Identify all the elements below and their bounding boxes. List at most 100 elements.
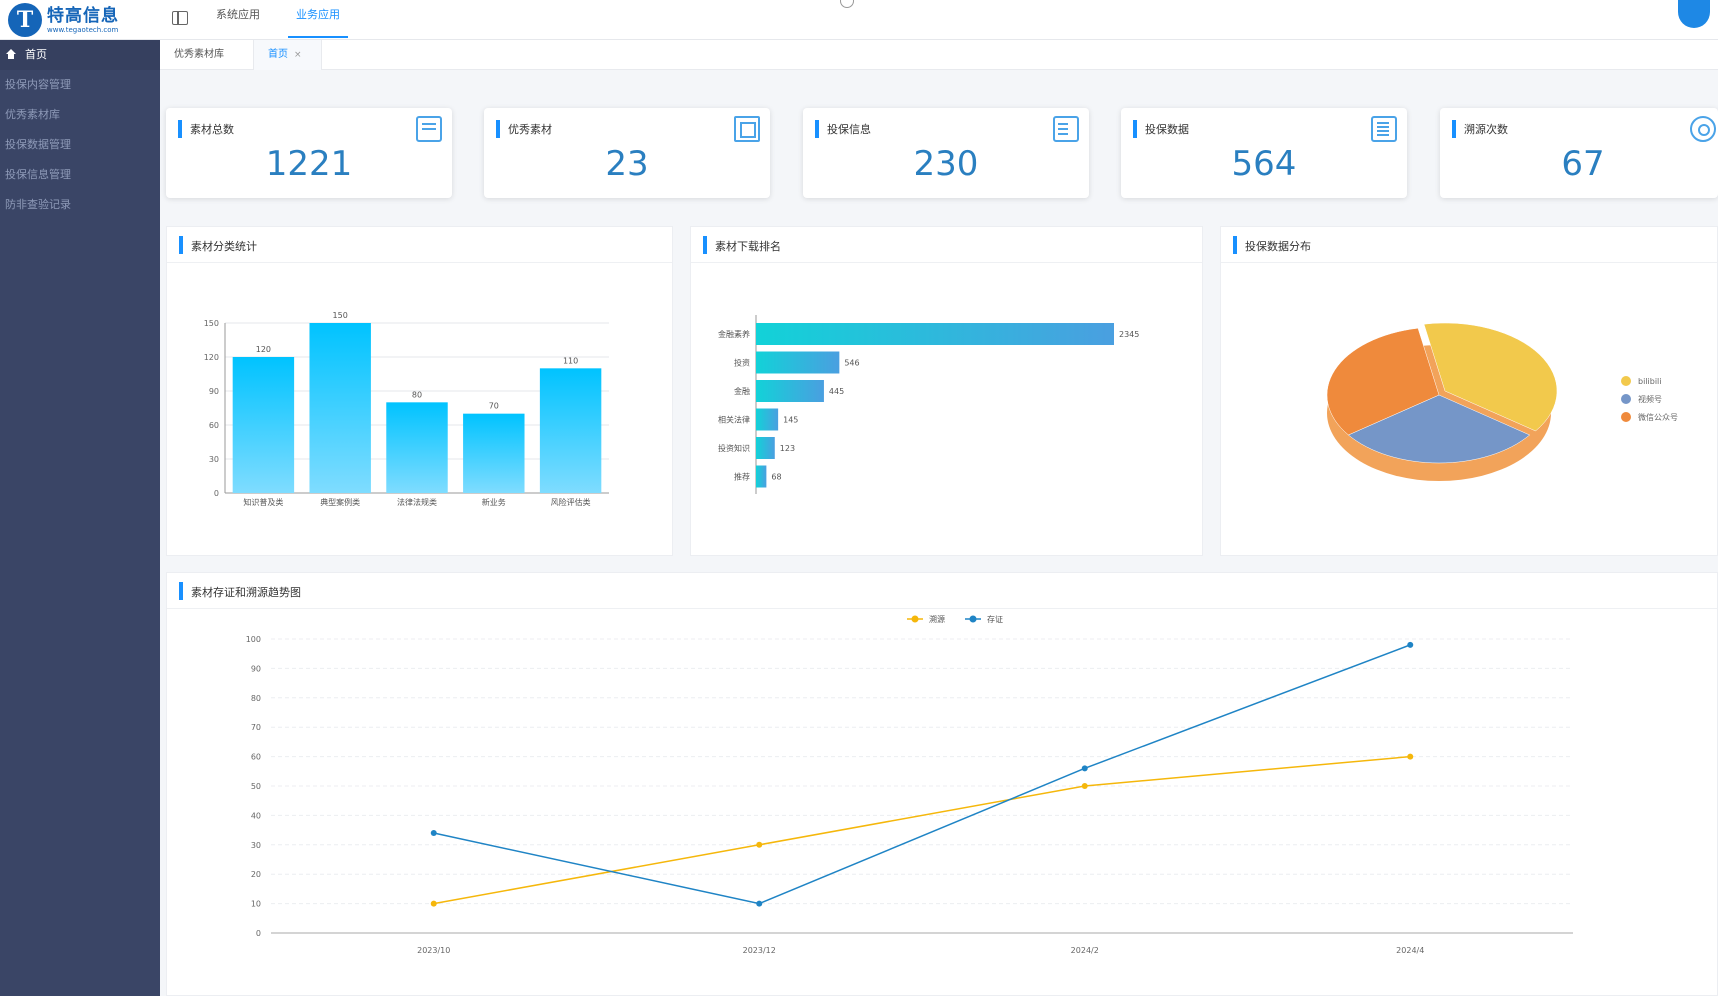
y-tick-label: 100 bbox=[246, 635, 261, 644]
sidebar-item-info-management[interactable]: 投保信息管理 bbox=[5, 168, 71, 181]
panel-category-stats: 素材分类统计 0 30 60 90 120 150 120 知识普及类 150 典型案例类 80 法律… bbox=[166, 226, 673, 556]
stat-value: 564 bbox=[1231, 144, 1297, 184]
close-icon[interactable]: × bbox=[294, 50, 302, 60]
y-tick-label: 相关法律 bbox=[718, 415, 750, 425]
legend-label: 视频号 bbox=[1638, 394, 1662, 404]
bar-value-label: 445 bbox=[829, 387, 844, 396]
download-ranking-chart: 金融素养 2345 投资 546 金融 445 相关法律 145 投资知识 123 推荐 68 bbox=[718, 315, 1139, 494]
sidebar-item-label: 首页 bbox=[25, 48, 47, 61]
search-icon[interactable] bbox=[1690, 116, 1716, 142]
sidebar-item-excellent-library[interactable]: 优秀素材库 bbox=[5, 108, 60, 121]
y-tick-label: 40 bbox=[251, 811, 261, 820]
panel-title: 素材下载排名 bbox=[715, 240, 781, 253]
sidebar-item-home[interactable]: 首页 bbox=[0, 40, 160, 70]
tab-excellent-library[interactable]: 优秀素材库 bbox=[160, 40, 254, 70]
legend-marker bbox=[969, 615, 977, 623]
stat-card-excellent-materials: 优秀素材 23 bbox=[484, 108, 770, 198]
bar-value-label: 2345 bbox=[1119, 330, 1139, 339]
top-nav-business-apps[interactable]: 业务应用 bbox=[288, 0, 348, 38]
category-bar-chart: 0 30 60 90 120 150 120 知识普及类 150 典型案例类 80 法律法规类 70 新业… bbox=[204, 311, 609, 507]
bar-value-label: 546 bbox=[844, 359, 859, 368]
legend-label: 微信公众号 bbox=[1638, 412, 1678, 422]
bar-value-label: 110 bbox=[563, 356, 578, 365]
y-tick-label: 70 bbox=[251, 723, 261, 732]
sidebar-item-anti-fraud-records[interactable]: 防非查验记录 bbox=[5, 198, 71, 211]
data-point bbox=[430, 830, 437, 837]
y-tick-label: 150 bbox=[204, 319, 219, 328]
sidebar-item-content-management[interactable]: 投保内容管理 bbox=[5, 78, 71, 91]
bar-value-label: 123 bbox=[780, 444, 795, 453]
series-line bbox=[433, 644, 1411, 905]
legend-marker bbox=[1621, 376, 1631, 386]
notification-icon[interactable] bbox=[840, 0, 854, 8]
x-tick-label: 2023/12 bbox=[743, 946, 776, 955]
pie-slice bbox=[1326, 327, 1440, 436]
page-tabs: 优秀素材库 首页 × bbox=[160, 40, 1718, 70]
sidebar-toggle-icon[interactable] bbox=[172, 11, 188, 25]
y-tick-label: 30 bbox=[251, 841, 261, 850]
legend-marker bbox=[1621, 412, 1631, 422]
bar bbox=[756, 408, 779, 431]
bar-value-label: 80 bbox=[412, 390, 422, 399]
y-tick-label: 投资 bbox=[734, 358, 750, 368]
bar bbox=[463, 413, 525, 493]
stat-card-total-materials: 素材总数 1221 bbox=[166, 108, 452, 198]
bar-value-label: 70 bbox=[489, 402, 499, 411]
y-tick-label: 90 bbox=[251, 664, 261, 673]
y-tick-label: 20 bbox=[251, 870, 261, 879]
y-tick-label: 60 bbox=[251, 753, 261, 762]
stat-value: 1221 bbox=[265, 144, 353, 184]
stat-title: 投保数据 bbox=[1145, 123, 1189, 136]
logo-mark: T bbox=[8, 3, 42, 37]
bar bbox=[756, 437, 775, 459]
y-tick-label: 90 bbox=[209, 387, 219, 396]
tab-home[interactable]: 首页 × bbox=[254, 40, 322, 70]
logo-text: 特高信息 www.tegaotech.com bbox=[47, 6, 119, 35]
panel-header: 素材存证和溯源趋势图 bbox=[167, 573, 1717, 609]
tab-label: 首页 bbox=[268, 49, 288, 60]
sidebar-item-data-management[interactable]: 投保数据管理 bbox=[5, 138, 71, 151]
x-tick-label: 知识普及类 bbox=[243, 497, 283, 507]
legend-marker bbox=[911, 615, 919, 623]
legend-marker bbox=[1621, 394, 1631, 404]
bar bbox=[756, 323, 1114, 345]
y-tick-label: 0 bbox=[256, 929, 261, 938]
stat-card-trace-count: 溯源次数 67 bbox=[1440, 108, 1718, 198]
bar bbox=[756, 465, 767, 488]
stat-value: 23 bbox=[605, 144, 649, 184]
avatar[interactable] bbox=[1678, 0, 1710, 28]
panel-title: 投保数据分布 bbox=[1245, 240, 1311, 253]
stat-card-insurance-data: 投保数据 564 bbox=[1121, 108, 1407, 198]
top-nav-system-apps[interactable]: 系统应用 bbox=[216, 8, 260, 21]
panel-download-ranking: 素材下载排名 金融素养 2345 投资 546 金融 445 相关法律 145 投资知识 123 推… bbox=[690, 226, 1203, 556]
stat-value: 67 bbox=[1561, 144, 1605, 184]
panel-title: 素材存证和溯源趋势图 bbox=[191, 586, 301, 599]
pie-slice bbox=[1347, 394, 1531, 464]
bar bbox=[386, 402, 448, 493]
stat-card-insurance-info: 投保信息 230 bbox=[803, 108, 1089, 198]
bar-value-label: 150 bbox=[333, 311, 348, 320]
panel-accent bbox=[703, 236, 707, 254]
panel-data-distribution: 投保数据分布 bilibili 视频号 微信公众号 bbox=[1220, 226, 1718, 556]
logo[interactable]: T 特高信息 www.tegaotech.com bbox=[8, 2, 158, 38]
panel-trend: 素材存证和溯源趋势图 0 10 20 30 40 50 60 70 80 90 100 2023/10… bbox=[166, 572, 1718, 996]
y-tick-label: 推荐 bbox=[734, 472, 750, 482]
stat-title: 投保信息 bbox=[827, 123, 871, 136]
bar bbox=[309, 323, 371, 493]
panel-accent bbox=[179, 236, 183, 254]
y-tick-label: 金融素养 bbox=[718, 329, 750, 339]
bar bbox=[232, 357, 295, 493]
copy-icon bbox=[734, 116, 760, 142]
y-tick-label: 60 bbox=[209, 421, 219, 430]
data-point bbox=[430, 900, 437, 907]
stat-title: 素材总数 bbox=[190, 123, 234, 136]
tray-icon bbox=[416, 116, 442, 142]
pie-slice bbox=[1423, 322, 1558, 432]
y-tick-label: 0 bbox=[214, 489, 219, 498]
y-tick-label: 投资知识 bbox=[718, 443, 750, 453]
form-icon bbox=[1053, 116, 1079, 142]
bar-value-label: 145 bbox=[783, 416, 798, 425]
panel-title: 素材分类统计 bbox=[191, 240, 257, 253]
stat-value: 230 bbox=[913, 144, 979, 184]
